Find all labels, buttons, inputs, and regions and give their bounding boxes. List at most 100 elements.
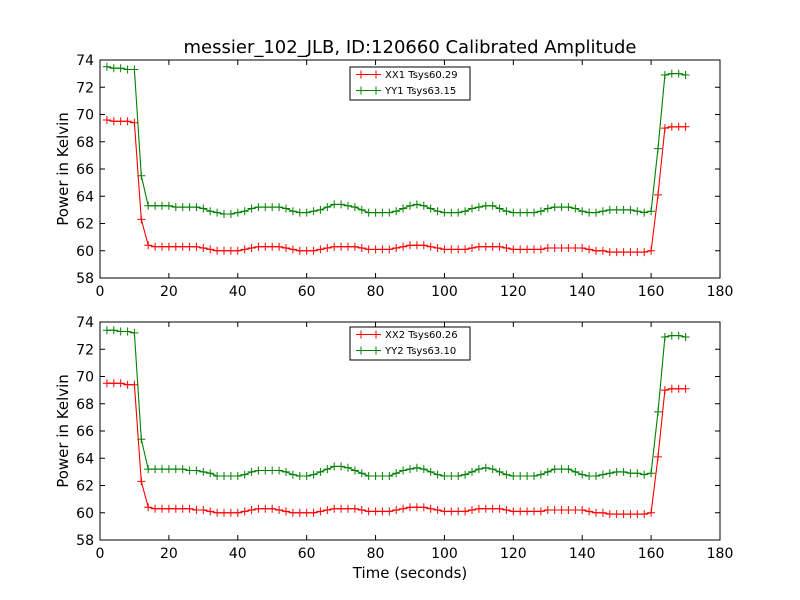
data-point [295, 472, 304, 480]
data-point [419, 465, 428, 474]
data-point [433, 506, 442, 514]
data-point [585, 245, 594, 254]
data-point [344, 504, 352, 513]
data-point [612, 248, 621, 257]
data-point [378, 507, 387, 516]
bottom-y-axis-label: Power in Kelvin [54, 374, 72, 488]
y-tick-label: 64 [76, 189, 94, 205]
top-axis-ticks: 0 20 40 60 80 100 120 140 160 180 58 60 62 64 66 68 70 72… [76, 53, 733, 300]
data-point [330, 200, 339, 209]
data-point [440, 472, 449, 480]
data-point [261, 504, 270, 513]
data-point [516, 208, 525, 217]
data-point [468, 244, 476, 252]
data-point [213, 508, 222, 517]
data-point [247, 244, 256, 252]
data-point [454, 472, 463, 480]
data-point [364, 245, 373, 254]
data-point [633, 207, 642, 216]
data-point [199, 506, 208, 514]
data-point [447, 208, 456, 217]
data-point [516, 245, 525, 254]
data-point [220, 472, 228, 480]
data-point [605, 510, 614, 519]
data-point [488, 242, 497, 251]
top-series-layer [102, 62, 690, 257]
data-point [674, 384, 683, 393]
data-point [302, 508, 311, 517]
data-point [323, 244, 332, 252]
data-point [282, 244, 290, 252]
data-point [495, 242, 504, 251]
data-point [530, 245, 538, 254]
data-point [102, 326, 111, 335]
data-point [640, 208, 649, 217]
data-point [426, 242, 435, 251]
data-point [233, 246, 242, 255]
data-point [116, 327, 125, 336]
data-point [536, 207, 545, 216]
data-point [578, 244, 587, 252]
top-series-line-1 [106, 119, 686, 253]
data-point [550, 203, 559, 212]
data-point [626, 510, 635, 519]
x-tick-label: 100 [431, 284, 458, 300]
data-point [226, 246, 235, 255]
data-point [399, 466, 408, 475]
data-point [502, 470, 511, 479]
data-point [681, 71, 690, 79]
data-point [171, 465, 180, 474]
data-point [674, 122, 683, 131]
data-point [337, 200, 346, 209]
data-point [130, 328, 139, 337]
data-point [564, 506, 573, 514]
y-tick-label: 66 [76, 424, 94, 440]
data-point [640, 470, 649, 479]
data-point [557, 506, 566, 514]
data-point [543, 204, 552, 213]
data-point [116, 379, 125, 388]
data-point [674, 69, 683, 78]
data-point [495, 467, 504, 476]
data-point [288, 245, 297, 254]
y-tick-label: 62 [76, 479, 94, 495]
data-point [123, 380, 132, 389]
data-point [378, 208, 387, 217]
data-point [592, 508, 600, 517]
data-point [220, 210, 228, 218]
data-point [419, 201, 428, 210]
data-point [454, 245, 463, 254]
data-point [426, 467, 435, 476]
data-point [461, 470, 470, 479]
data-point [151, 242, 160, 251]
data-point [619, 248, 628, 257]
data-point [585, 472, 594, 480]
data-point [612, 205, 621, 214]
data-point [502, 244, 511, 252]
data-point [261, 242, 270, 251]
data-point [282, 507, 290, 516]
x-tick-label: 160 [638, 546, 665, 562]
data-point [199, 467, 208, 476]
data-point [619, 467, 628, 476]
y-tick-label: 72 [76, 342, 94, 358]
data-point [392, 469, 401, 478]
data-point [116, 117, 125, 126]
data-point [378, 245, 387, 254]
y-tick-label: 70 [76, 108, 94, 124]
data-point [585, 507, 594, 516]
y-tick-label: 64 [76, 451, 94, 467]
data-point [667, 122, 676, 131]
data-point [295, 208, 304, 217]
top-y-axis-label: Power in Kelvin [54, 112, 72, 226]
data-point [233, 508, 242, 517]
data-point [337, 462, 346, 471]
data-point [102, 116, 111, 124]
data-point [151, 465, 160, 474]
data-point [654, 407, 662, 416]
data-point [543, 467, 552, 476]
data-point [130, 118, 139, 127]
data-point [605, 248, 614, 257]
data-point [543, 506, 552, 514]
data-point [240, 507, 249, 516]
